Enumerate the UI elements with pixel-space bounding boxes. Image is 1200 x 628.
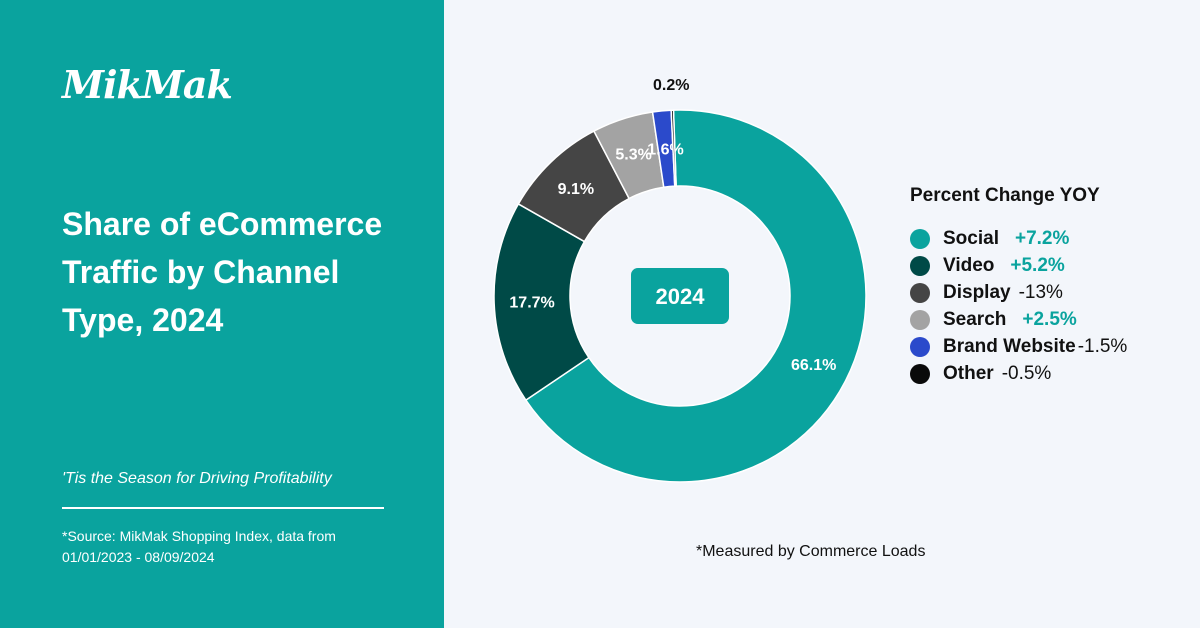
legend-item-brand-website: Brand Website -1.5% [910,333,1127,360]
page-title: Share of eCommerce Traffic by Channel Ty… [62,206,383,338]
legend-swatch-social [910,228,930,249]
legend-change-other: -0.5% [1001,362,1052,384]
legend-swatch-brand-website [910,336,930,357]
legend-label-brand-website: Brand Website [943,335,1076,357]
center-label: 2024 [656,284,706,309]
legend-label-search: Search [943,308,1007,330]
data-label-brand-website: 1.6% [647,142,683,159]
data-label-search: 5.3% [615,146,651,163]
center-year-badge: 2024 [631,268,729,324]
slice-video [493,202,590,402]
legend-change-social: +7.2% [1014,227,1070,249]
chart-legend: Percent Change YOY Social +7.2% Video +5.2%… [910,185,1127,387]
donut-chart: 66.1% 17.7% 9.1% 5.3%1.6% 0.2% 2024 [493,77,867,483]
legend-label-social: Social [943,227,999,249]
legend-item-other: Other -0.5% [910,360,1127,387]
legend-label-other: Other [943,362,994,384]
legend-change-brand-website: -1.5% [1077,335,1128,357]
divider [62,507,384,509]
left-panel: MikMak Share of eCommerce Traffic by Cha… [0,0,444,628]
legend-swatch-other [910,363,930,384]
brand-logo: MikMak [62,62,233,107]
footnote: *Measured by Commerce Loads [696,543,926,560]
legend-swatch-display [910,282,930,303]
data-label-display: 9.1% [558,181,594,198]
right-panel: 66.1% 17.7% 9.1% 5.3% 1.6% 0.2% 2024 Percent C… [444,0,1200,628]
legend-swatch-video [910,255,930,276]
center-badge-box [631,268,729,324]
legend-items: Social +7.2% Video +5.2% Display -13% Search +2… [910,225,1127,387]
legend-change-video: +5.2% [1010,254,1065,276]
legend-swatch-search [910,309,930,330]
slice-social [524,109,867,483]
slice-other [670,109,677,187]
legend-change-display: -13% [1018,281,1063,303]
data-label-other: 0.2% [653,77,689,94]
legend-item-search: Search +2.5% [910,306,1127,333]
legend-item-video: Video +5.2% [910,252,1127,279]
legend-change-search: +2.5% [1022,308,1077,330]
legend-item-display: Display -13% [910,279,1127,306]
data-label-video: 17.7% [509,295,554,312]
tagline: 'Tis the Season for Driving Profitabilit… [62,470,332,487]
legend-label-video: Video [943,254,995,276]
legend-item-social: Social +7.2% [910,225,1127,252]
source-note: *Source: MikMak Shopping Index, data fro… [62,528,336,565]
legend-title: Percent Change YOY [910,185,1100,206]
legend-label-display: Display [943,281,1011,303]
data-label-social: 66.1% [791,357,836,374]
